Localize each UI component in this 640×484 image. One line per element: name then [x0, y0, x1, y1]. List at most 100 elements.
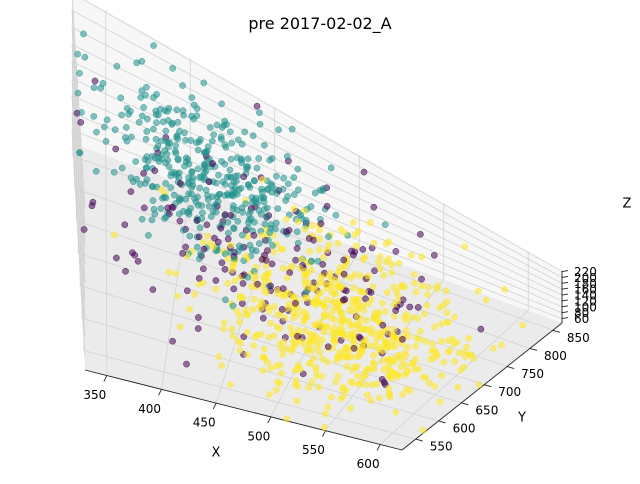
scatter-point	[253, 164, 261, 172]
scatter-point	[221, 265, 229, 273]
scatter-point	[348, 247, 355, 255]
scatter-point	[380, 272, 388, 279]
scatter-point	[203, 221, 211, 229]
scatter-point	[224, 218, 232, 226]
scatter-point	[231, 277, 239, 285]
scatter-point	[222, 296, 229, 304]
scatter-point	[383, 289, 391, 296]
scatter-point	[337, 395, 345, 403]
scatter-point	[141, 156, 149, 163]
scatter-point	[287, 324, 295, 332]
scatter-point	[151, 167, 159, 175]
z-grid-line-back	[71, 9, 563, 278]
scatter-point	[392, 248, 400, 255]
y-axis-label: Y	[517, 411, 526, 426]
scatter-point	[200, 149, 208, 156]
scatter-point	[196, 224, 204, 232]
scatter-point	[204, 143, 212, 151]
z-tick-mark	[561, 275, 569, 278]
scatter-point	[356, 272, 364, 280]
scatter-point	[226, 166, 234, 174]
scatter-point	[308, 331, 316, 339]
scatter-point	[408, 313, 416, 321]
scatter-point	[144, 115, 151, 123]
scatter-point	[391, 369, 398, 377]
scatter-point	[211, 202, 219, 210]
scatter-point	[193, 105, 201, 112]
scatter-point	[305, 345, 313, 353]
y-tick-label: 750	[521, 367, 544, 381]
scatter-point	[314, 257, 322, 265]
scatter-point	[256, 120, 264, 128]
scatter-point	[412, 355, 419, 363]
y-tick-mark	[461, 402, 469, 406]
x-tick-label: 350	[83, 388, 106, 402]
scatter-point	[118, 164, 126, 172]
scatter-point	[305, 279, 312, 287]
scatter-point	[430, 251, 438, 259]
scatter-point	[188, 168, 196, 175]
scatter-point	[362, 325, 370, 333]
scatter-point	[419, 426, 427, 434]
scatter-point	[415, 365, 422, 373]
scatter-point	[182, 154, 190, 162]
scatter-point	[316, 226, 323, 234]
scatter-point	[321, 423, 328, 431]
scatter-point	[307, 203, 315, 210]
scatter-point	[390, 312, 398, 320]
scatter-point	[243, 328, 251, 336]
scatter-point	[270, 332, 278, 340]
scatter-point	[150, 42, 157, 49]
scatter-point	[195, 314, 202, 321]
scatter-point	[330, 336, 338, 344]
scatter-point	[125, 110, 132, 118]
scatter-point	[375, 394, 383, 402]
scatter-point	[406, 303, 414, 311]
scatter-point	[384, 356, 391, 363]
y-tick-label: 650	[475, 403, 498, 417]
scatter-point	[380, 379, 388, 386]
scatter-point	[406, 387, 414, 395]
scatter-point	[179, 207, 187, 215]
scatter-point	[185, 160, 193, 168]
scatter-point	[138, 87, 146, 95]
scatter-point	[443, 309, 451, 316]
scatter-point	[382, 338, 389, 345]
z-grid-line-back	[71, 44, 563, 290]
scatter-point	[244, 224, 252, 232]
scatter-point	[92, 167, 100, 175]
scatter-point	[442, 287, 450, 295]
scatter-point	[234, 172, 242, 180]
scatter-point	[154, 154, 162, 162]
scatter-point	[254, 200, 261, 207]
scatter-point	[233, 307, 240, 315]
scatter-point	[360, 168, 368, 176]
scatter-point	[306, 248, 313, 255]
z-grid-line-left	[72, 0, 86, 209]
scatter-point	[380, 366, 388, 373]
scatter-point	[260, 354, 268, 362]
scatter-point	[174, 155, 182, 163]
scatter-point	[191, 291, 199, 298]
scatter-point	[244, 155, 252, 163]
scatter-point	[357, 288, 365, 296]
scatter-point	[195, 233, 203, 241]
z-grid-line-left	[71, 61, 86, 283]
scatter-point	[150, 94, 157, 101]
scatter-point	[475, 381, 483, 389]
scatter-point	[275, 126, 282, 134]
scatter-point	[250, 232, 258, 239]
scatter-point	[284, 288, 291, 296]
scatter-point	[402, 362, 410, 369]
scatter-point	[477, 325, 485, 333]
scatter-point	[350, 337, 358, 344]
scatter-point	[306, 360, 314, 367]
scatter-point	[417, 230, 424, 238]
scatter-point	[388, 343, 396, 351]
y-tick-mark	[415, 438, 423, 442]
scatter-point	[433, 285, 440, 293]
scatter-point	[256, 109, 263, 117]
scatter-point	[378, 333, 385, 340]
z-tick-label: 180	[574, 277, 597, 291]
